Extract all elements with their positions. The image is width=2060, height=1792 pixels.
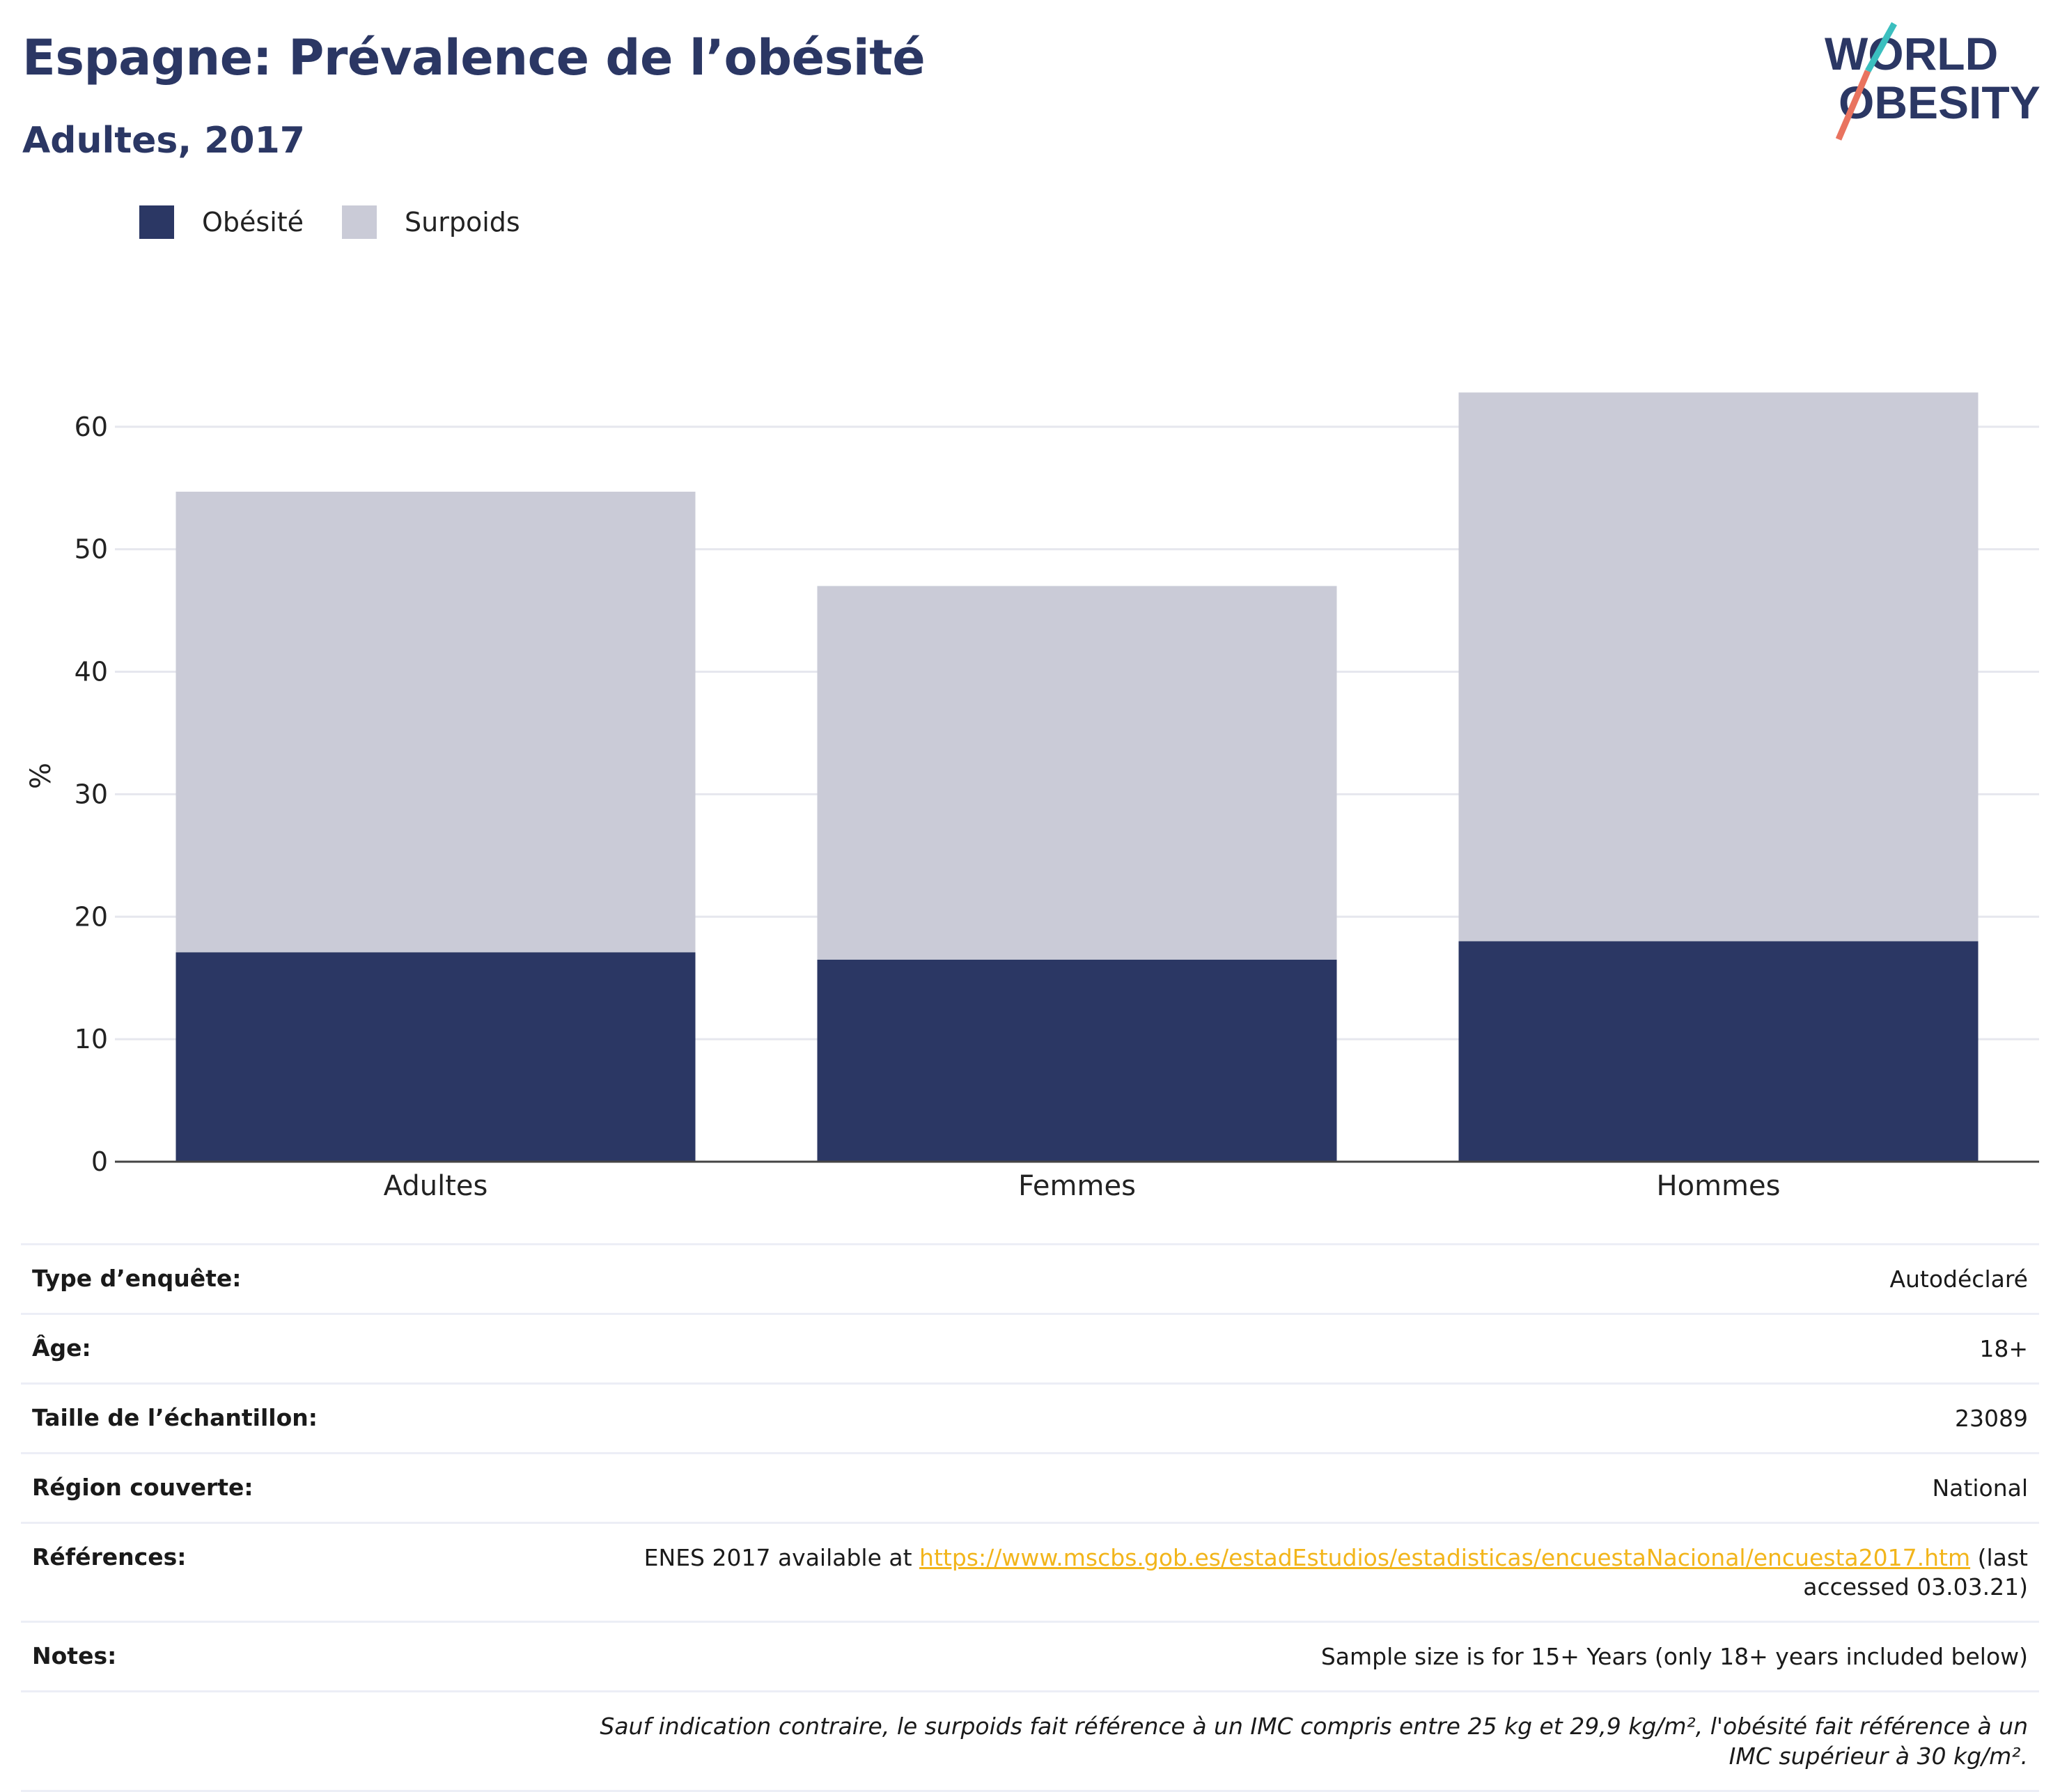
info-label: Type d’enquête:: [32, 1265, 242, 1292]
bar-overweight: [175, 491, 696, 953]
legend-item-obesity[interactable]: Obésité: [139, 205, 304, 239]
y-tick-label: 60: [75, 412, 108, 442]
y-tick-label: 10: [75, 1024, 108, 1054]
info-label: Âge:: [32, 1334, 91, 1362]
legend-swatch-overweight: [342, 205, 377, 239]
info-row-sample-size: Taille de l’échantillon: 23089: [21, 1382, 2039, 1452]
reference-prefix: ENES 2017 available at: [643, 1543, 920, 1571]
bar-overweight: [817, 586, 1337, 960]
world-obesity-logo: WORLD OBESITY: [1825, 22, 2041, 141]
survey-info-table: Type d’enquête: Autodéclaré Âge: 18+ Tai…: [21, 1243, 2039, 1792]
info-row-footnote: Sauf indication contraire, le surpoids f…: [21, 1690, 2039, 1792]
logo-line2: OBESITY: [1839, 77, 2041, 128]
info-label: Références:: [32, 1543, 187, 1571]
x-tick-label: Hommes: [1657, 1170, 1781, 1202]
info-label: Région couverte:: [32, 1473, 253, 1501]
logo-line1: WORLD: [1825, 28, 1998, 79]
legend-label-overweight: Surpoids: [405, 207, 520, 237]
bar-overweight: [1458, 392, 1979, 942]
info-value: Autodéclaré: [1889, 1265, 2028, 1293]
info-value: ENES 2017 available at https://www.mscbs…: [565, 1543, 2028, 1603]
info-label: Taille de l’échantillon:: [32, 1403, 318, 1431]
bar-chart: 0 10 20 30 40 50 60% Adultes Femmes Hommes: [25, 392, 2039, 1202]
y-tick-label: 20: [75, 901, 108, 932]
page-subtitle: Adultes, 2017: [22, 120, 305, 162]
info-row-survey-type: Type d’enquête: Autodéclaré: [21, 1243, 2039, 1313]
info-row-region: Région couverte: National: [21, 1451, 2039, 1522]
y-tick-label: 0: [91, 1146, 108, 1177]
reference-link[interactable]: https://www.mscbs.gob.es/estadEstudios/e…: [919, 1543, 1971, 1571]
info-value: 23089: [1955, 1404, 2028, 1432]
info-row-age: Âge: 18+: [21, 1312, 2039, 1382]
chart-legend: Obésité Surpoids: [139, 205, 559, 239]
info-value: Sample size is for 15+ Years (only 18+ y…: [1320, 1643, 2028, 1671]
info-value: National: [1932, 1474, 2028, 1502]
info-row-notes: Notes: Sample size is for 15+ Years (onl…: [21, 1621, 2039, 1690]
info-value: 18+: [1979, 1334, 2028, 1362]
logo-slash-top: [1865, 22, 1897, 73]
x-tick-label: Adultes: [384, 1170, 488, 1202]
bar-obesity: [1458, 941, 1979, 1162]
y-axis-label: %: [25, 763, 57, 789]
bar-obesity: [175, 952, 696, 1162]
footnote-text: Sauf indication contraire, le surpoids f…: [600, 1713, 2028, 1770]
reference-suffix: (last accessed 03.03.21): [1803, 1543, 2028, 1601]
y-tick-label: 40: [75, 657, 108, 687]
logo-slash-bottom: [1835, 70, 1871, 141]
legend-label-obesity: Obésité: [202, 207, 304, 237]
page-title: Espagne: Prévalence de l’obésité: [22, 29, 926, 86]
legend-item-overweight[interactable]: Surpoids: [342, 205, 520, 239]
legend-swatch-obesity: [139, 205, 174, 239]
info-label: Notes:: [32, 1642, 117, 1670]
y-tick-label: 30: [75, 779, 108, 809]
bar-obesity: [817, 959, 1337, 1162]
x-tick-label: Femmes: [1018, 1170, 1136, 1202]
y-tick-label: 50: [75, 534, 108, 565]
info-row-references: Références: ENES 2017 available at https…: [21, 1521, 2039, 1621]
